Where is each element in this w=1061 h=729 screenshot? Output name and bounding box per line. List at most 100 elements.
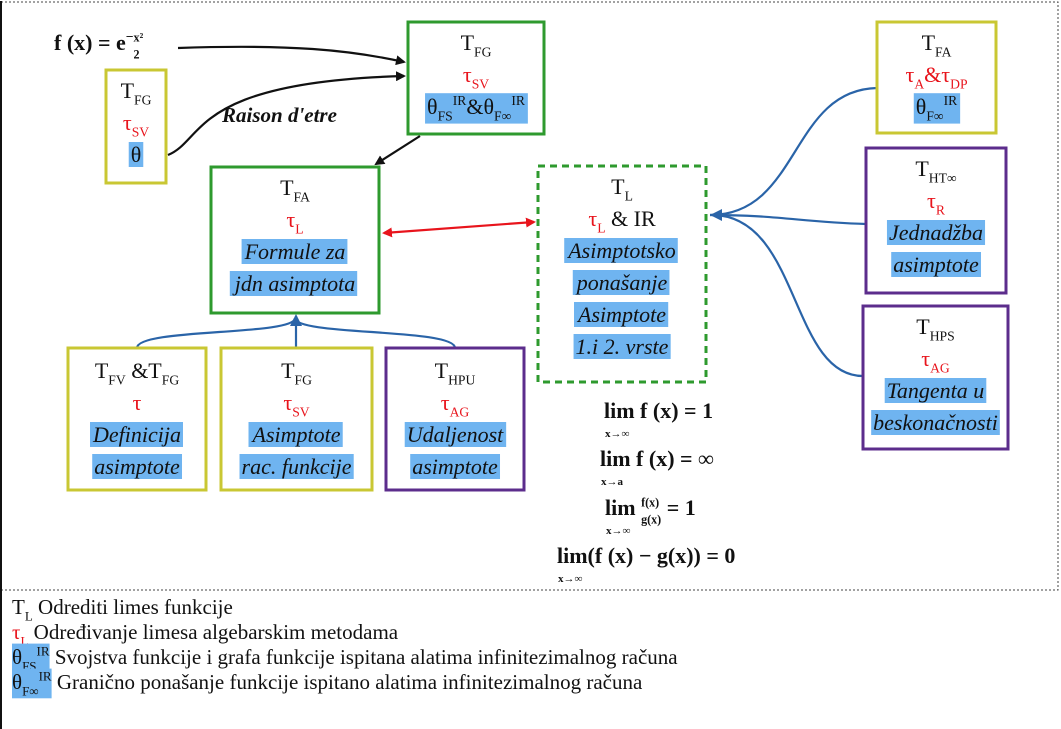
fraction-denominator: g(x): [641, 512, 661, 526]
text-segment: τ: [286, 207, 295, 232]
text-segment: T: [461, 30, 475, 55]
text-segment: T: [121, 78, 135, 103]
curve: [135, 317, 297, 349]
text-line: Asimptote: [576, 302, 666, 327]
text-segment: Tangenta u: [887, 378, 985, 403]
text-line: TFG: [121, 78, 152, 108]
text-line: θF∞IR: [916, 93, 958, 123]
text-segment: τ: [133, 390, 142, 415]
text-segment: T: [280, 175, 294, 200]
text-line: TFV &TFG: [95, 358, 180, 388]
caption: Raison d'etre: [221, 103, 337, 127]
text-segment: T: [922, 30, 936, 55]
text-line: lim(f (x) − g(x)) = 0: [557, 543, 735, 568]
highlight: [572, 270, 670, 295]
text-segment: τ: [921, 346, 930, 371]
highlight: [239, 454, 354, 479]
text-segment: θ: [427, 94, 438, 119]
text-segment: rac. funkcije: [242, 454, 352, 479]
text-line: asimptote: [893, 252, 979, 277]
text-segment: FG: [134, 93, 152, 108]
highlight: [564, 238, 678, 263]
highlight: [92, 454, 183, 479]
text-segment: IR: [944, 93, 959, 108]
text-line: f (x) = e−x² 2: [54, 29, 144, 61]
text-line: TL: [611, 174, 633, 204]
text-segment: Asimptote: [251, 422, 341, 447]
text-line: asimptote: [412, 454, 498, 479]
text-line: TFA: [922, 30, 952, 60]
fraction-denominator: 2: [134, 47, 140, 61]
text-segment: SV: [472, 77, 490, 92]
text-segment: lim(f (x) − g(x)) = 0: [557, 543, 735, 568]
text-segment: f (x) = e: [54, 30, 126, 55]
text-line: Definicija: [92, 422, 181, 447]
text-segment: IR: [37, 644, 50, 659]
text-segment: &θ: [466, 94, 494, 119]
highlight: [574, 302, 669, 327]
text-segment: jdn asimptota: [232, 271, 355, 296]
text-segment: IR: [39, 669, 52, 684]
text-line: τSV: [463, 62, 489, 92]
highlight: [884, 378, 987, 403]
text-segment: asimptote: [893, 252, 979, 277]
arrow: [177, 45, 406, 66]
text-segment: asimptote: [94, 454, 180, 479]
text-segment: FS: [438, 109, 453, 124]
text-segment: IR: [511, 93, 526, 108]
text-line: Tangenta u: [887, 378, 985, 403]
text-segment: lim f (x) = 1: [604, 398, 713, 423]
text-line: TFG: [461, 30, 492, 60]
text-segment: θ: [12, 645, 22, 669]
text-segment: τ: [905, 62, 914, 87]
highlight: [90, 422, 183, 447]
highlight: [891, 252, 982, 277]
text-segment: Asimptote: [576, 302, 666, 327]
text-segment: T: [12, 595, 25, 619]
text-segment: Određivanje limesa algebarskim metodama: [28, 620, 398, 644]
text-segment: θ: [916, 94, 927, 119]
text-segment: L: [625, 189, 633, 204]
text-segment: τ: [123, 110, 132, 135]
text-segment: τ: [588, 206, 597, 231]
text-line: ponašanje: [575, 270, 668, 295]
fraction-numerator: x²: [134, 31, 144, 45]
highlight: [404, 422, 507, 447]
text-line: 1.i 2. vrste: [576, 334, 669, 359]
text-segment: F∞: [22, 683, 39, 698]
text-segment: FA: [935, 45, 952, 60]
text-segment: Formule za: [244, 239, 346, 264]
text-line: τSV: [283, 390, 309, 420]
highlight: [229, 271, 358, 296]
text-segment: &T: [126, 358, 163, 383]
fraction-numerator: f(x): [641, 496, 659, 510]
text-segment: L: [597, 221, 605, 236]
text-segment: T: [281, 358, 295, 383]
limit-subscript: x→∞: [605, 428, 630, 440]
highlight: [128, 142, 144, 167]
text-segment: DP: [950, 77, 968, 92]
text-segment: L: [25, 608, 33, 623]
text-segment: Odrediti limes funkcije: [33, 595, 233, 619]
text-segment: F∞: [926, 109, 943, 124]
text-line: Asimptotsko: [566, 238, 676, 263]
highlight: [425, 93, 528, 124]
arrow: [382, 217, 536, 238]
limit-subscript: x→∞: [606, 525, 631, 537]
text-line: τ: [133, 390, 142, 415]
text-segment: 1.i 2. vrste: [576, 334, 669, 359]
text-segment: τ: [463, 62, 472, 87]
text-line: TL Odrediti limes funkcije: [12, 595, 233, 623]
text-segment: AG: [930, 361, 950, 376]
text-line: Asimptote: [251, 422, 341, 447]
text-segment: τ: [927, 188, 936, 213]
text-segment: beskonačnosti: [873, 410, 998, 435]
text-line: τL: [286, 207, 303, 237]
text-segment: Granično ponašanje funkcije ispitano ala…: [52, 670, 643, 694]
text-segment: Jednadžba: [889, 220, 983, 245]
text-line: Jednadžba: [889, 220, 983, 245]
text-segment: T: [95, 358, 109, 383]
text-line: beskonačnosti: [873, 410, 998, 435]
